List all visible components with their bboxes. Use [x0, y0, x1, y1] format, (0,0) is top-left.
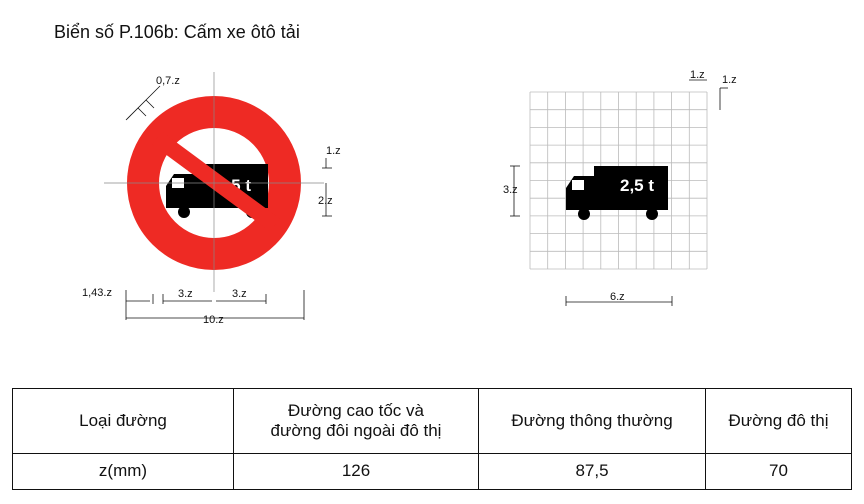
half-right-label: 3.z	[232, 288, 247, 300]
table-header-row: Loại đường Đường cao tốc và đường đôi ng…	[12, 388, 852, 454]
truck-half-height-label: 2.z	[318, 195, 333, 207]
cell-height-label: 1.z	[722, 74, 737, 86]
diameter-label: 10.z	[203, 314, 224, 326]
sign-vertical-dimensions	[322, 158, 332, 217]
table-header-cell: Đường thông thường	[478, 388, 706, 454]
table-cell: 126	[233, 452, 479, 491]
sign-horizontal-dimensions	[125, 290, 305, 320]
prohibition-sign: 2,5 t	[104, 72, 324, 292]
prohibition-slash	[152, 131, 280, 232]
table-cell: z(mm)	[12, 452, 234, 491]
table-header-cell: Đường đô thị	[705, 388, 852, 454]
table-header-cell: Loại đường	[12, 388, 234, 454]
table-header-cell: Đường cao tốc và đường đôi ngoài đô thị	[233, 388, 479, 454]
cell-width-label: 1.z	[690, 69, 705, 81]
table-row: z(mm) 126 87,5 70	[12, 452, 852, 491]
table-cell: 70	[705, 452, 852, 491]
sign-drawing: 2,5 t 0,7.z 1.z 2.z 1,43.z 3.z 3.z 10.z	[82, 69, 737, 326]
table-cell: 87,5	[478, 452, 706, 491]
ring-width-dimension	[125, 85, 161, 121]
ring-width-label: 0,7.z	[156, 75, 180, 87]
page-title: Biển số P.106b: Cấm xe ôtô tải	[54, 22, 300, 42]
offset-label: 1,43.z	[82, 287, 112, 299]
truck-height-label: 3.z	[503, 184, 518, 196]
top-gap-label: 1.z	[326, 145, 341, 157]
spec-table: Loại đường Đường cao tốc và đường đôi ng…	[12, 388, 852, 491]
truck-width-label: 6.z	[610, 291, 625, 303]
grid-dimensions	[510, 79, 728, 306]
grid-truck-label: 2,5 t	[620, 176, 654, 195]
half-left-label: 3.z	[178, 288, 193, 300]
